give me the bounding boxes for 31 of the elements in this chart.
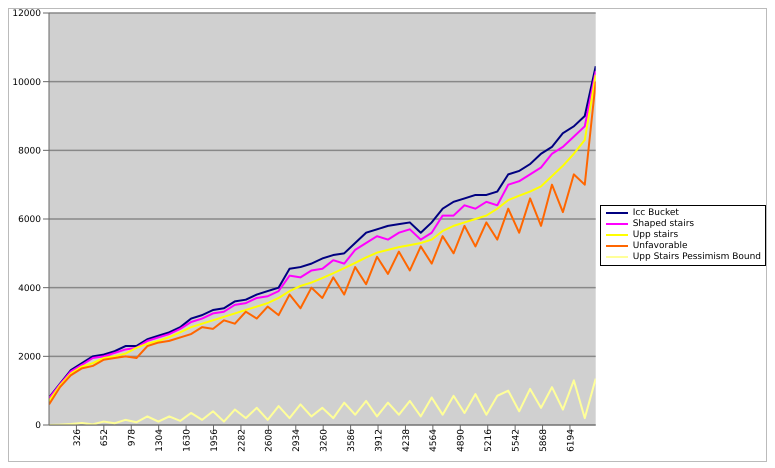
x-tick-label: 1630 bbox=[182, 428, 192, 452]
y-tick-label: 8000 bbox=[18, 146, 42, 157]
x-tick-label: 4238 bbox=[402, 428, 412, 452]
legend-label: Upp stairs bbox=[632, 230, 678, 240]
x-tick-label: 2934 bbox=[292, 428, 302, 452]
y-tick-label: 0 bbox=[35, 421, 42, 432]
y-tick-label: 6000 bbox=[18, 215, 42, 226]
x-tick-label: 652 bbox=[100, 429, 110, 446]
x-tick-label: 5542 bbox=[512, 429, 522, 452]
x-tick-label: 3912 bbox=[374, 429, 384, 452]
x-tick-label: 978 bbox=[128, 428, 138, 446]
x-tick-label: 3260 bbox=[320, 428, 330, 452]
x-tick-label: 1956 bbox=[210, 428, 220, 452]
y-tick-label: 12000 bbox=[12, 9, 42, 20]
x-tick-label: 5216 bbox=[484, 428, 494, 452]
x-tick-label: 5868 bbox=[538, 428, 549, 452]
legend-label: Upp Stairs Pessimism Bound bbox=[632, 252, 761, 262]
x-tick-label: 2608 bbox=[264, 428, 275, 452]
y-tick-label: 4000 bbox=[18, 284, 42, 294]
x-tick-label: 4564 bbox=[429, 428, 440, 452]
x-tick-label: 2282 bbox=[237, 429, 248, 452]
x-tick-label: 3586 bbox=[347, 428, 357, 452]
x-tick-label: 4890 bbox=[456, 428, 467, 452]
y-tick-label: 10000 bbox=[12, 78, 42, 88]
y-tick-label: 2000 bbox=[18, 352, 42, 363]
legend-label: Shaped stairs bbox=[632, 218, 694, 230]
x-tick-label: 6194 bbox=[566, 428, 576, 452]
x-tick-label: 326 bbox=[72, 428, 83, 446]
legend-label: Unfavorable bbox=[632, 240, 688, 252]
x-tick-label: 1304 bbox=[155, 428, 166, 452]
legend-label: Icc Bucket bbox=[632, 208, 679, 218]
